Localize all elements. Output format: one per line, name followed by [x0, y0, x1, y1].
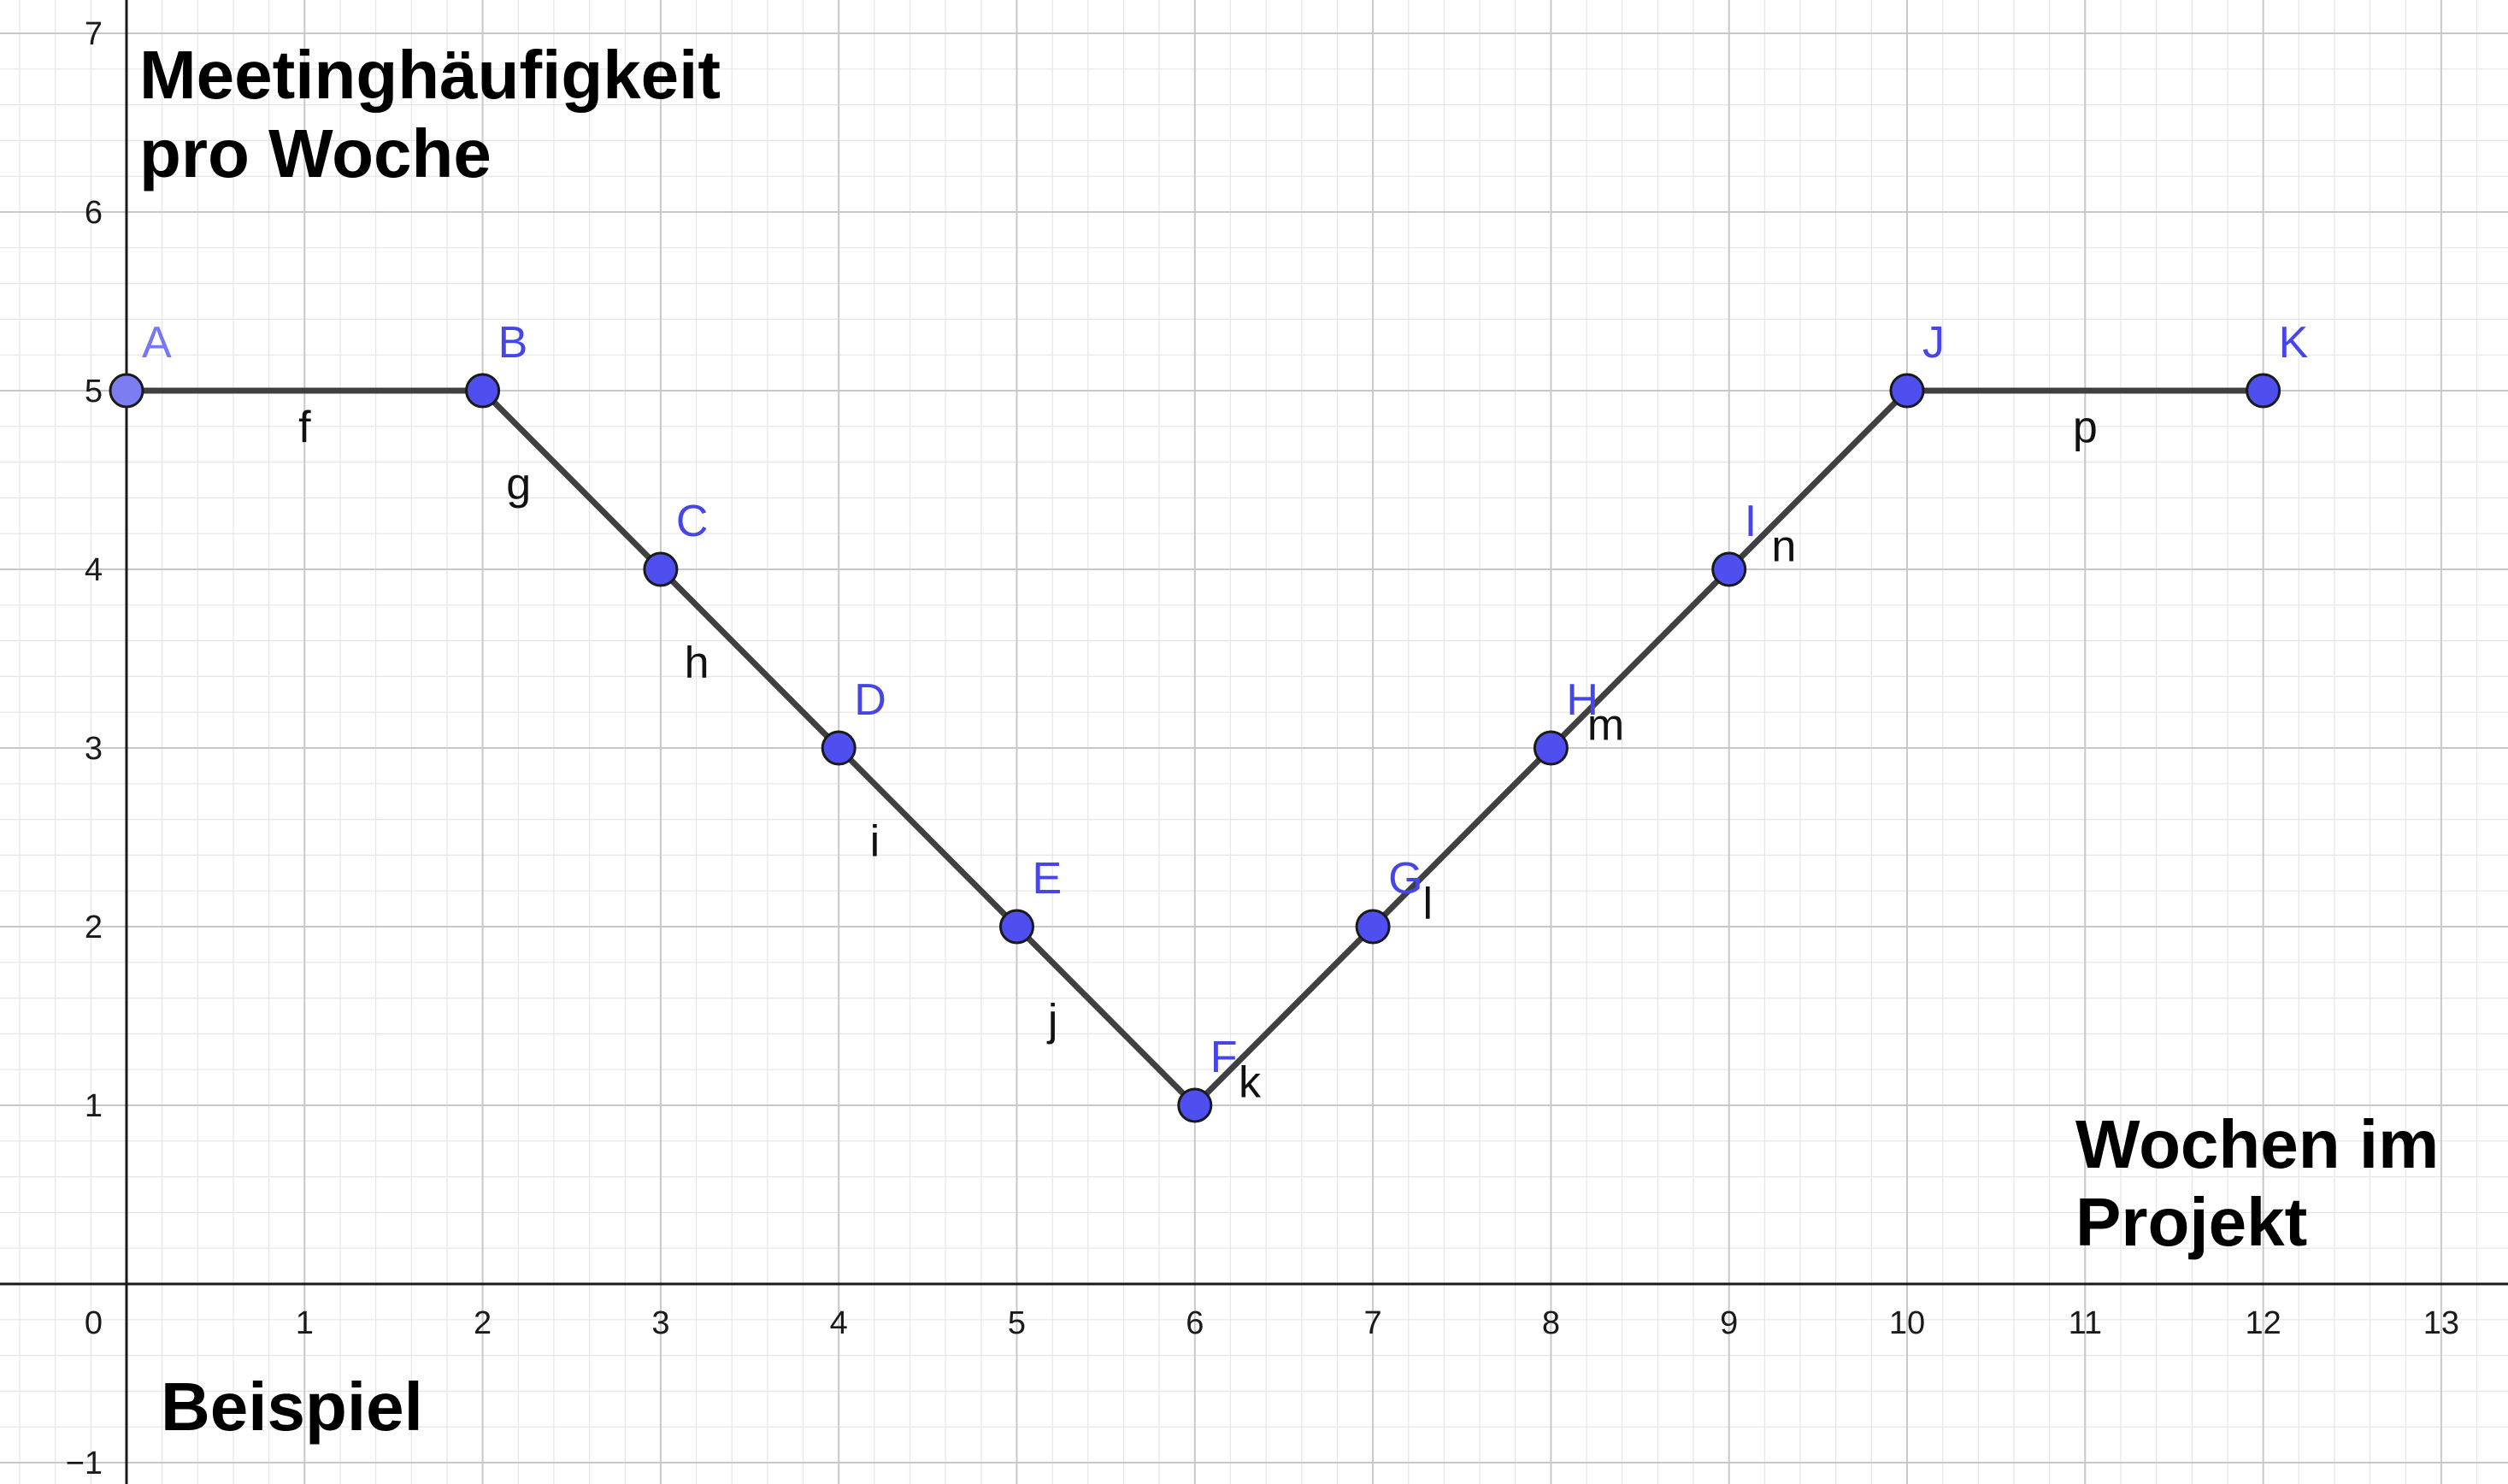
y-tick-label: 3: [85, 731, 103, 767]
segment-labels: f g h i j k l m n p: [298, 403, 2098, 1108]
y-tick-label: 4: [85, 552, 103, 588]
segment-label-k: k: [1239, 1058, 1262, 1108]
point-label-E: E: [1033, 854, 1063, 904]
line-segments: [123, 387, 2267, 1109]
point-H: [1533, 730, 1569, 766]
x-tick-label: 11: [2069, 1305, 2102, 1341]
point-label-I: I: [1745, 497, 1757, 546]
segment-g: [480, 387, 664, 573]
x-tick-label: 12: [2245, 1305, 2281, 1341]
point-label-J: J: [1922, 318, 1945, 368]
y-tick-labels: −1 1 2 3 4 5 6 7: [66, 16, 103, 1481]
segment-label-l: l: [1422, 880, 1433, 929]
point-label-G: G: [1388, 854, 1422, 904]
x-tick-label: 9: [1720, 1305, 1738, 1341]
point-C: [643, 551, 679, 587]
x-tick-label: 13: [2423, 1305, 2459, 1341]
y-tick-label: 1: [85, 1088, 103, 1124]
segment-label-i: i: [870, 817, 880, 867]
point-label-B: B: [498, 318, 528, 368]
x-tick-label: 3: [651, 1305, 669, 1341]
segment-i: [835, 745, 1020, 930]
point-K: [2246, 373, 2281, 409]
segment-h: [657, 566, 842, 751]
point-label-D: D: [854, 675, 886, 725]
segment-label-h: h: [685, 639, 709, 688]
y-tick-label: 5: [85, 374, 103, 409]
y-tick-label: 7: [85, 16, 103, 52]
point-E: [999, 909, 1034, 945]
y-tick-label: 6: [85, 195, 103, 231]
segment-k: [1192, 923, 1376, 1109]
point-G: [1355, 909, 1391, 945]
x-tick-labels: 0 1 2 3 4 5 6 7 8 9 10 11 12 13: [85, 1305, 2459, 1341]
point-I: [1711, 551, 1747, 587]
point-J: [1889, 373, 1925, 409]
x-tick-label: 1: [296, 1305, 314, 1341]
x-tick-label: 8: [1542, 1305, 1560, 1341]
point-label-K: K: [2279, 318, 2309, 368]
segment-j: [1014, 923, 1198, 1109]
segment-label-g: g: [506, 460, 531, 509]
segment-label-n: n: [1771, 522, 1796, 572]
x-tick-label: 2: [474, 1305, 492, 1341]
x-tick-label: 6: [1186, 1305, 1204, 1341]
segment-l: [1369, 745, 1554, 930]
segment-label-j: j: [1046, 996, 1058, 1045]
y-axis-title-line-1: Meetinghäufigkeit: [139, 37, 721, 113]
point-D: [821, 730, 857, 766]
point-label-C: C: [676, 497, 709, 546]
y-tick-label: −1: [66, 1446, 103, 1481]
segment-n: [1726, 387, 1910, 573]
point-label-A: A: [142, 318, 172, 368]
point-labels: A B C D E F G H I J K: [142, 318, 2309, 1082]
x-tick-label: 7: [1364, 1305, 1382, 1341]
segment-label-p: p: [2073, 403, 2098, 452]
segment-label-m: m: [1587, 701, 1624, 751]
annotation-label: Beispiel: [161, 1369, 423, 1445]
point-label-F: F: [1210, 1033, 1238, 1082]
x-tick-label: 5: [1008, 1305, 1026, 1341]
point-B: [465, 373, 501, 409]
x-axis-title-line-2: Projekt: [2075, 1184, 2307, 1260]
point-F: [1177, 1087, 1213, 1123]
data-points: [109, 373, 2281, 1123]
y-axis-title-line-2: pro Woche: [139, 115, 492, 191]
x-tick-label: 4: [830, 1305, 848, 1341]
point-A: [109, 373, 144, 409]
segment-label-f: f: [298, 403, 311, 452]
point-label-H: H: [1566, 675, 1598, 725]
x-axis-title-line-1: Wochen im: [2075, 1106, 2439, 1182]
segment-m: [1547, 566, 1733, 751]
x-tick-label: 0: [85, 1305, 103, 1341]
x-tick-label: 10: [1889, 1305, 1925, 1341]
y-tick-label: 2: [85, 910, 103, 945]
